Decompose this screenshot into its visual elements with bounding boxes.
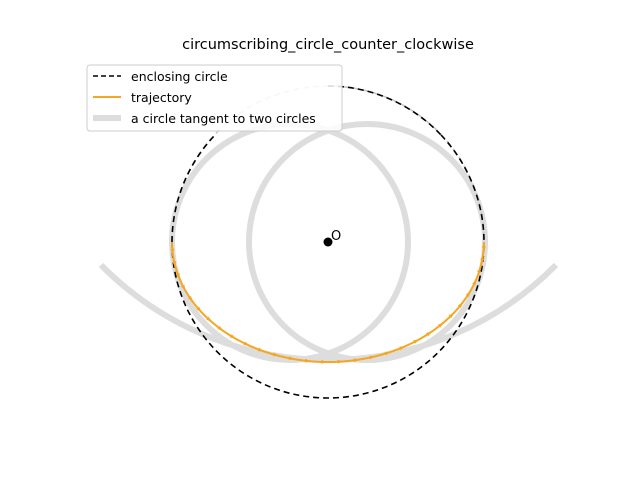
- trajectory-arrow: [181, 284, 186, 291]
- trajectory-arrow: [465, 290, 471, 297]
- enclosing-circle: [171, 241, 485, 399]
- center-label: O: [331, 229, 341, 244]
- tangent-circle-large-arc: [98, 262, 559, 363]
- chart-title: circumscribing_circle_counter_clockwise: [182, 37, 474, 53]
- trajectory-arrow: [457, 302, 463, 308]
- trajectory-arrow: [437, 322, 444, 328]
- tangent-circle-left: [169, 121, 411, 363]
- trajectory-arrow: [472, 279, 477, 286]
- center-point: [323, 237, 333, 247]
- trajectory-group: [170, 241, 486, 364]
- trajectory-arrow: [399, 346, 406, 351]
- trajectory-arrow: [206, 316, 212, 323]
- trajectory-arrow: [481, 241, 486, 248]
- trajectory-arrow: [413, 339, 420, 344]
- enclosing-circle-top-black-arc: [327, 85, 442, 136]
- legend: enclosing circle trajectory a circle tan…: [86, 64, 343, 132]
- trajectory-arrow: [243, 341, 250, 346]
- trajectory-arrow: [477, 266, 481, 274]
- trajectory-arrow: [229, 334, 236, 339]
- trajectory-arrow: [369, 355, 376, 360]
- trajectory-arrow: [217, 325, 224, 331]
- legend-tangent-circle-label: a circle tangent to two circles: [131, 111, 316, 126]
- legend-enclosing-circle-label: enclosing circle: [131, 69, 228, 84]
- enclosing-circle-right-arc: [440, 134, 485, 243]
- tangent-circle-right: [246, 121, 488, 363]
- trajectory-arrow: [384, 351, 391, 356]
- trajectory-arrow: [480, 254, 485, 261]
- enclosing-circle-left-arc: [171, 134, 216, 243]
- trajectory-arrow: [187, 296, 193, 302]
- trajectory-arrow: [304, 358, 311, 363]
- trajectory-arrow: [321, 359, 328, 364]
- trajectory-arrow: [288, 356, 295, 361]
- trajectory-arrow: [337, 359, 344, 364]
- trajectory-arrow: [448, 312, 454, 319]
- trajectory-arrow: [257, 347, 264, 352]
- trajectory-arrow: [196, 306, 202, 313]
- trajectory-arrow: [353, 358, 360, 363]
- trajectory-arrow: [170, 248, 175, 255]
- trajectory-arrow: [426, 331, 432, 337]
- trajectory-line: [171, 241, 485, 364]
- legend-box: [86, 64, 343, 132]
- legend-trajectory-label: trajectory: [131, 90, 192, 105]
- trajectory-arrow: [175, 272, 180, 280]
- trajectory-arrow: [272, 352, 280, 357]
- trajectory-arrow: [172, 260, 176, 267]
